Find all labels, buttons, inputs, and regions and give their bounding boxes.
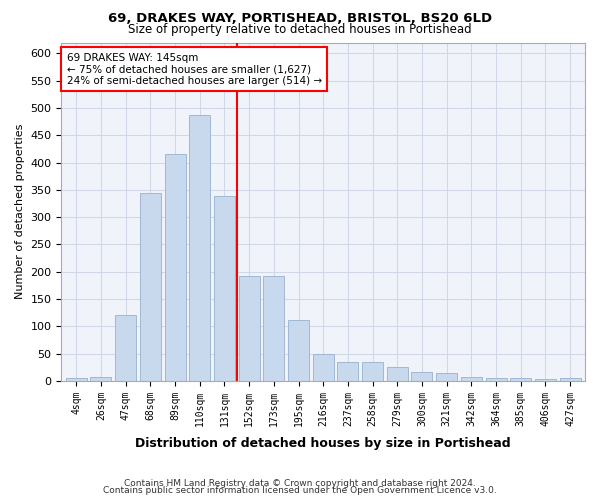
Bar [91,377,112,381]
Bar [412,372,433,381]
Bar [387,368,408,381]
Bar [214,196,235,381]
Bar [263,276,284,381]
Bar [313,354,334,381]
Text: Contains HM Land Registry data © Crown copyright and database right 2024.: Contains HM Land Registry data © Crown c… [124,478,476,488]
Bar [66,378,87,381]
Bar [461,376,482,381]
Bar [337,362,358,381]
Bar [535,380,556,381]
Bar [164,154,185,381]
Bar [485,378,506,381]
Bar [510,378,531,381]
X-axis label: Distribution of detached houses by size in Portishead: Distribution of detached houses by size … [136,437,511,450]
Text: 69, DRAKES WAY, PORTISHEAD, BRISTOL, BS20 6LD: 69, DRAKES WAY, PORTISHEAD, BRISTOL, BS2… [108,12,492,26]
Bar [115,316,136,381]
Bar [436,372,457,381]
Bar [140,192,161,381]
Text: Size of property relative to detached houses in Portishead: Size of property relative to detached ho… [128,22,472,36]
Bar [239,276,260,381]
Text: 69 DRAKES WAY: 145sqm
← 75% of detached houses are smaller (1,627)
24% of semi-d: 69 DRAKES WAY: 145sqm ← 75% of detached … [67,52,322,86]
Text: Contains public sector information licensed under the Open Government Licence v3: Contains public sector information licen… [103,486,497,495]
Bar [362,362,383,381]
Bar [288,320,309,381]
Bar [189,115,210,381]
Bar [560,378,581,381]
Y-axis label: Number of detached properties: Number of detached properties [15,124,25,300]
